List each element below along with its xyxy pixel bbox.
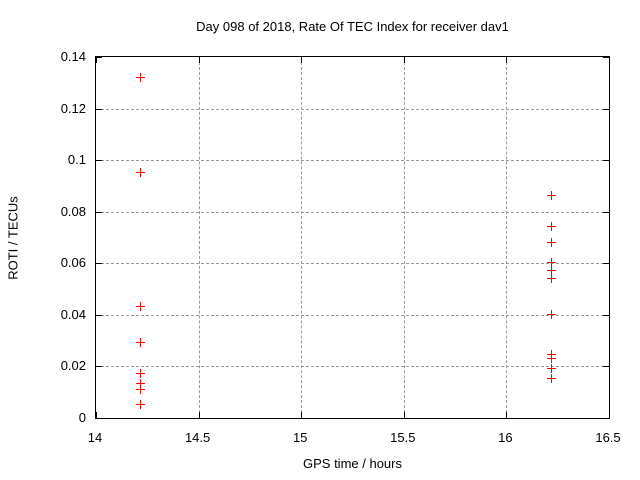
data-point-marker <box>136 168 146 178</box>
tick-mark-y <box>603 314 609 316</box>
x-tick-label: 14.5 <box>184 430 211 445</box>
x-tick-label: 16.5 <box>595 430 621 445</box>
tick-mark-x <box>403 412 405 418</box>
tick-mark-x <box>403 57 405 63</box>
data-point-marker <box>546 353 556 363</box>
tick-mark-y <box>603 211 609 213</box>
tick-mark-x <box>506 412 508 418</box>
tick-mark-y <box>603 263 609 265</box>
grid-line-vertical <box>198 57 200 418</box>
y-tick-label: 0 <box>78 410 86 425</box>
tick-mark-y <box>603 366 609 368</box>
data-point-marker <box>546 191 556 201</box>
tick-mark-y <box>96 263 102 265</box>
data-point-marker <box>136 379 146 389</box>
x-tick-label: 15.5 <box>390 430 416 445</box>
data-point-marker <box>546 374 556 384</box>
tick-mark-x <box>96 57 97 63</box>
grid-line-horizontal <box>96 263 609 265</box>
data-point-marker <box>546 237 556 247</box>
x-tick-label: 16 <box>498 430 513 445</box>
data-point-marker <box>136 400 146 410</box>
data-point-marker <box>136 384 146 394</box>
tick-mark-y <box>96 314 102 316</box>
data-point-marker <box>546 364 556 373</box>
tick-mark-y <box>96 108 102 110</box>
grid-line-vertical <box>506 57 508 418</box>
data-point-marker <box>136 369 146 379</box>
grid-line-horizontal <box>96 314 609 316</box>
x-axis-label: GPS time / hours <box>303 456 402 471</box>
tick-mark-y <box>96 211 102 213</box>
tick-mark-y <box>603 160 609 162</box>
y-tick-label: 0.14 <box>60 49 86 64</box>
data-point-marker <box>136 302 146 312</box>
chart-title: Day 098 of 2018, Rate Of TEC Index for r… <box>196 19 509 34</box>
tick-mark-x <box>198 412 200 418</box>
tick-mark-x <box>96 412 97 418</box>
tick-mark-y <box>96 57 102 58</box>
tick-mark-x <box>609 57 610 63</box>
data-point-marker <box>546 258 556 268</box>
y-tick-label: 0.12 <box>60 100 86 116</box>
tick-mark-x <box>301 412 303 418</box>
grid-line-horizontal <box>96 160 609 162</box>
data-point-marker <box>136 338 146 348</box>
tick-mark-x <box>506 57 508 63</box>
grid-line-vertical <box>403 57 405 418</box>
y-tick-label: 0.1 <box>67 152 86 168</box>
tick-mark-x <box>301 57 303 63</box>
tick-mark-x <box>198 57 200 63</box>
data-point-marker <box>546 273 556 283</box>
tick-mark-y <box>96 418 102 419</box>
y-tick-label: 0.06 <box>60 255 86 271</box>
data-point-marker <box>546 309 556 319</box>
tick-mark-y <box>96 366 102 368</box>
tick-mark-y <box>96 160 102 162</box>
y-tick-label: 0.04 <box>60 306 86 322</box>
tick-mark-y <box>603 57 609 58</box>
grid-line-horizontal <box>96 366 609 368</box>
x-tick-label: 14 <box>87 430 103 445</box>
tick-mark-x <box>609 412 610 418</box>
y-tick-label: 0.08 <box>60 203 86 219</box>
grid-line-horizontal <box>96 108 609 110</box>
data-point-marker <box>136 72 146 82</box>
data-point-marker <box>546 222 556 232</box>
x-tick-label: 15 <box>292 430 308 445</box>
data-point-marker <box>546 266 556 276</box>
grid-line-vertical <box>301 57 303 418</box>
tick-mark-y <box>603 418 609 419</box>
tick-mark-y <box>603 108 609 110</box>
y-tick-label: 0.02 <box>60 358 86 374</box>
plot-area <box>95 56 610 419</box>
grid-line-horizontal <box>96 211 609 213</box>
